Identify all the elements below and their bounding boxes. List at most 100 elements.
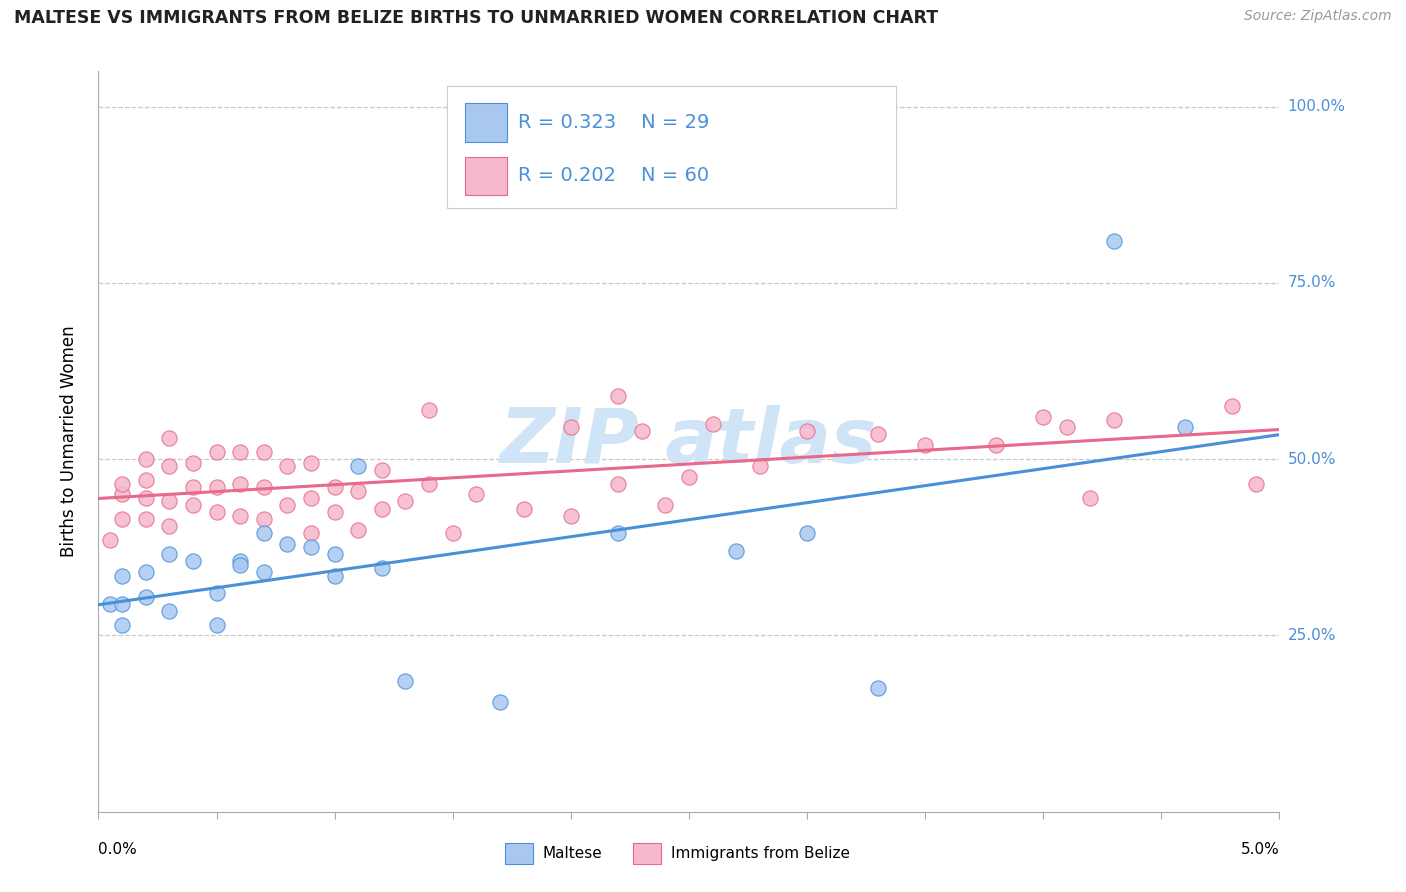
Point — [1102, 413, 1125, 427]
Point — [299, 541, 322, 555]
Point — [181, 554, 204, 568]
Point — [323, 547, 346, 561]
Point — [1032, 409, 1054, 424]
Text: 75.0%: 75.0% — [1288, 276, 1336, 291]
Point — [157, 494, 180, 508]
Point — [371, 561, 394, 575]
Text: Source: ZipAtlas.com: Source: ZipAtlas.com — [1244, 9, 1392, 23]
Point — [111, 512, 134, 526]
Point — [157, 519, 180, 533]
Point — [489, 695, 512, 709]
Point — [984, 438, 1007, 452]
Y-axis label: Births to Unmarried Women: Births to Unmarried Women — [59, 326, 77, 558]
Point — [347, 483, 370, 498]
Point — [111, 568, 134, 582]
Point — [394, 674, 416, 689]
FancyBboxPatch shape — [464, 103, 508, 142]
Point — [441, 526, 464, 541]
Point — [253, 512, 276, 526]
Point — [299, 491, 322, 505]
Point — [276, 459, 298, 474]
Point — [347, 459, 370, 474]
Text: 0.0%: 0.0% — [98, 842, 138, 857]
Text: Immigrants from Belize: Immigrants from Belize — [671, 847, 849, 861]
Point — [276, 498, 298, 512]
Point — [135, 565, 157, 579]
Point — [914, 438, 936, 452]
Point — [229, 554, 252, 568]
Text: MALTESE VS IMMIGRANTS FROM BELIZE BIRTHS TO UNMARRIED WOMEN CORRELATION CHART: MALTESE VS IMMIGRANTS FROM BELIZE BIRTHS… — [14, 9, 938, 27]
Point — [796, 526, 818, 541]
Text: ZIP atlas: ZIP atlas — [501, 405, 877, 478]
Text: 50.0%: 50.0% — [1288, 451, 1336, 467]
Text: 5.0%: 5.0% — [1240, 842, 1279, 857]
Point — [678, 470, 700, 484]
Text: 25.0%: 25.0% — [1288, 628, 1336, 643]
Point — [157, 459, 180, 474]
Point — [181, 498, 204, 512]
Point — [299, 456, 322, 470]
Point — [229, 508, 252, 523]
Point — [1174, 420, 1197, 434]
FancyBboxPatch shape — [464, 156, 508, 195]
Point — [181, 456, 204, 470]
Point — [205, 618, 228, 632]
Point — [253, 526, 276, 541]
Point — [111, 487, 134, 501]
Point — [253, 480, 276, 494]
Point — [1056, 420, 1078, 434]
Text: Maltese: Maltese — [543, 847, 602, 861]
Point — [1220, 399, 1243, 413]
Point — [654, 498, 676, 512]
Point — [866, 681, 889, 696]
Point — [157, 431, 180, 445]
Text: 100.0%: 100.0% — [1288, 99, 1346, 114]
Point — [229, 445, 252, 459]
Point — [229, 558, 252, 572]
Point — [748, 459, 770, 474]
Text: R = 0.323    N = 29: R = 0.323 N = 29 — [517, 113, 709, 132]
Point — [560, 420, 582, 434]
Point — [135, 491, 157, 505]
Point — [347, 523, 370, 537]
Text: R = 0.202    N = 60: R = 0.202 N = 60 — [517, 166, 709, 186]
Point — [157, 604, 180, 618]
Point — [465, 487, 488, 501]
Point — [1244, 476, 1267, 491]
Point — [111, 597, 134, 611]
Point — [323, 480, 346, 494]
Point — [253, 445, 276, 459]
FancyBboxPatch shape — [447, 87, 896, 209]
Point — [394, 494, 416, 508]
Point — [135, 473, 157, 487]
Point — [135, 452, 157, 467]
Point — [1080, 491, 1102, 505]
Point — [607, 526, 630, 541]
Point — [607, 476, 630, 491]
Point — [111, 618, 134, 632]
Point — [418, 476, 440, 491]
Point — [98, 597, 121, 611]
Point — [796, 424, 818, 438]
Point — [866, 427, 889, 442]
Point — [205, 505, 228, 519]
Point — [418, 402, 440, 417]
Point — [702, 417, 724, 431]
Point — [607, 389, 630, 403]
Point — [157, 547, 180, 561]
Point — [1102, 234, 1125, 248]
Point — [181, 480, 204, 494]
Point — [253, 565, 276, 579]
Point — [371, 501, 394, 516]
Point — [205, 480, 228, 494]
Point — [135, 512, 157, 526]
Point — [323, 568, 346, 582]
Point — [560, 508, 582, 523]
Point — [205, 445, 228, 459]
Point — [111, 476, 134, 491]
Point — [205, 586, 228, 600]
Point — [229, 476, 252, 491]
Point — [725, 544, 748, 558]
Point — [276, 537, 298, 551]
Point — [135, 590, 157, 604]
